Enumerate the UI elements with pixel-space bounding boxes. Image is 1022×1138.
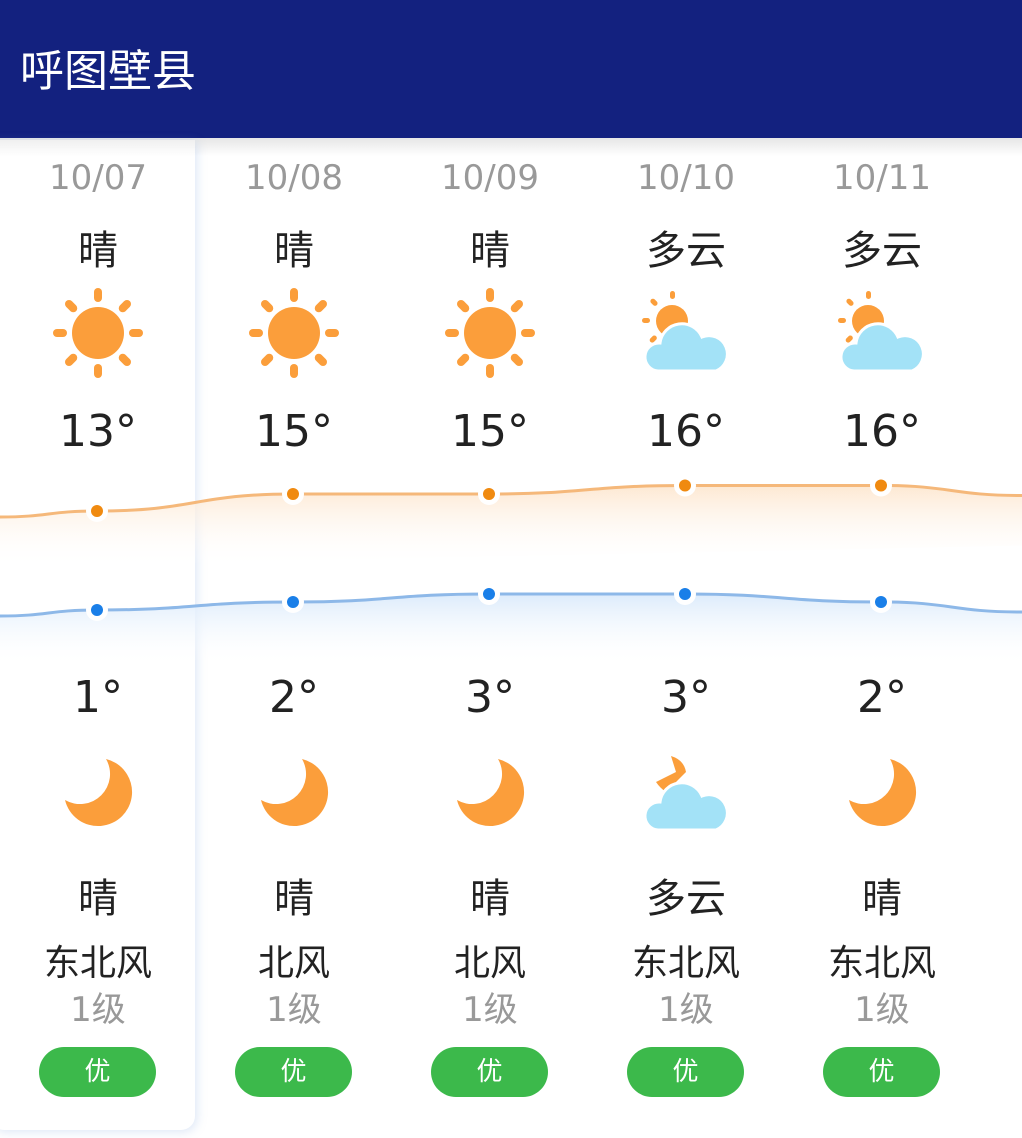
day-condition: 晴	[470, 228, 510, 274]
date-label: 10/11	[833, 158, 931, 198]
sun-icon	[244, 283, 344, 383]
wind-direction: 东北风	[631, 943, 740, 984]
sun-icon	[440, 283, 540, 383]
high-temp-point	[679, 479, 691, 492]
wind-direction: 北风	[453, 943, 526, 984]
high-temp: 13°	[59, 406, 137, 457]
temperature-chart	[0, 474, 1022, 660]
city-title: 呼图壁县	[20, 46, 196, 97]
partly-cloudy-night-icon	[636, 742, 736, 842]
day-condition: 多云	[842, 228, 922, 274]
low-temp-point	[91, 604, 103, 616]
aqi-badge[interactable]: 优	[627, 1047, 744, 1097]
low-temp: 3°	[661, 672, 711, 723]
high-temp-point	[875, 479, 887, 492]
day-condition: 多云	[646, 228, 726, 274]
night-condition: 晴	[862, 876, 902, 922]
night-condition: 晴	[470, 876, 510, 922]
high-temp-point	[287, 488, 299, 500]
night-condition: 晴	[274, 876, 314, 922]
partly-cloudy-icon	[832, 283, 932, 383]
high-temp: 15°	[451, 406, 529, 457]
date-label: 10/09	[441, 158, 539, 198]
high-temp: 16°	[843, 406, 921, 457]
aqi-badge[interactable]: 优	[235, 1047, 352, 1097]
day-condition: 晴	[78, 228, 118, 274]
aqi-badge[interactable]: 优	[39, 1047, 156, 1097]
day-condition: 晴	[274, 228, 314, 274]
high-temp-area	[0, 485, 1022, 567]
wind-level: 1级	[266, 990, 322, 1030]
day-column[interactable]: 10/08 晴 15° 2° 晴 北风 1级 优	[196, 0, 392, 1138]
low-temp-area	[0, 594, 1022, 660]
day-column[interactable]: 10/10 多云 16° 3° 多云 东北风 1级 优	[588, 0, 784, 1138]
low-temp-point	[679, 588, 691, 600]
low-temp: 2°	[857, 672, 907, 723]
wind-level: 1级	[658, 990, 714, 1030]
low-temp-point	[483, 588, 495, 600]
high-temp-point	[483, 488, 495, 500]
low-temp: 2°	[269, 672, 319, 723]
day-column[interactable]: 10/11 多云 16° 2° 晴 东北风 1级 优	[784, 0, 980, 1138]
high-temp-point	[91, 505, 103, 517]
low-temp: 3°	[465, 672, 515, 723]
moon-icon	[244, 742, 344, 842]
moon-icon	[440, 742, 540, 842]
partly-cloudy-icon	[636, 283, 736, 383]
wind-direction: 东北风	[827, 943, 936, 984]
low-temp: 1°	[73, 672, 123, 723]
wind-direction: 东北风	[43, 943, 152, 984]
sun-icon	[48, 283, 148, 383]
app-header: 呼图壁县	[0, 0, 1022, 138]
day-column[interactable]: 10/07 晴 13° 1° 晴 东北风 1级 优	[0, 0, 196, 1138]
day-column[interactable]: 10/09 晴 15° 3° 晴 北风 1级 优	[392, 0, 588, 1138]
aqi-badge[interactable]: 优	[431, 1047, 548, 1097]
wind-level: 1级	[462, 990, 518, 1030]
date-label: 10/07	[49, 158, 147, 198]
moon-icon	[832, 742, 932, 842]
high-temp: 16°	[647, 406, 725, 457]
aqi-badge[interactable]: 优	[823, 1047, 940, 1097]
low-temp-point	[287, 596, 299, 608]
night-condition: 多云	[646, 876, 726, 922]
moon-icon	[48, 742, 148, 842]
high-temp: 15°	[255, 406, 333, 457]
header-shadow	[0, 138, 1022, 156]
wind-level: 1级	[70, 990, 126, 1030]
date-label: 10/10	[637, 158, 735, 198]
low-temp-point	[875, 596, 887, 608]
night-condition: 晴	[78, 876, 118, 922]
date-label: 10/08	[245, 158, 343, 198]
wind-direction: 北风	[257, 943, 330, 984]
wind-level: 1级	[854, 990, 910, 1030]
